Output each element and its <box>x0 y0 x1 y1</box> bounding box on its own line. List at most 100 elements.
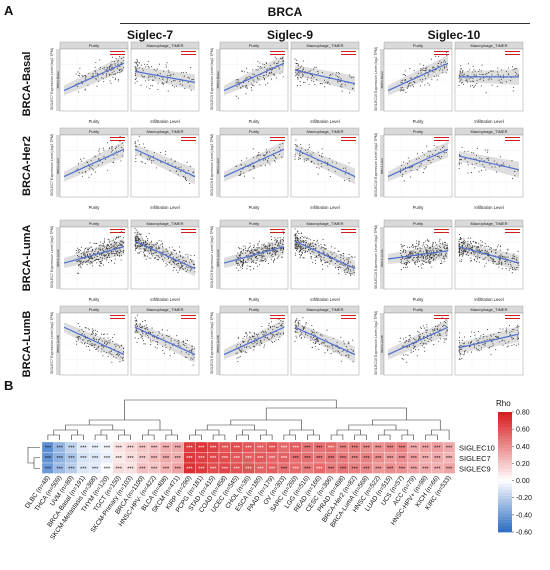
regression-line <box>294 240 356 270</box>
scatter-point <box>433 145 435 147</box>
scatter-point <box>458 240 460 242</box>
p-annotation <box>110 140 125 141</box>
scatter-point <box>237 81 239 83</box>
regression-line <box>223 62 285 92</box>
scatter-point <box>412 344 414 346</box>
scatter-point <box>497 263 499 265</box>
scatter-point <box>193 171 195 173</box>
scatter-block: SIGLEC7 Expression Level (log2 TPM) BRCA-… <box>50 219 200 302</box>
scatter-point <box>513 256 516 258</box>
scatter-point <box>399 90 401 92</box>
p-annotation <box>505 54 520 55</box>
scatter-point <box>297 238 299 240</box>
scatter-point <box>302 74 304 76</box>
scatter-point <box>506 252 508 254</box>
scatter-point <box>80 160 83 162</box>
scatter-point <box>429 151 431 153</box>
scatter-point <box>294 237 296 239</box>
scatter-point <box>90 246 92 248</box>
scatter-point <box>165 346 167 349</box>
scatter-point <box>410 350 412 352</box>
scatter-point <box>282 332 284 334</box>
scatter-point <box>331 344 333 346</box>
scatter-point <box>247 258 249 260</box>
scatter-point <box>148 252 150 254</box>
scatter-point <box>148 243 151 245</box>
significance-marker: *** <box>363 445 370 451</box>
scatter-point <box>403 161 405 163</box>
scatter-xlabel: Purity <box>413 297 425 302</box>
scatter-point <box>476 340 478 342</box>
significance-marker: *** <box>316 445 323 451</box>
scatter-point <box>263 74 265 77</box>
regression-line <box>387 326 449 356</box>
scatter-point <box>346 266 348 268</box>
scatter-point <box>332 347 334 349</box>
scatter-point <box>299 255 302 257</box>
scatter-point <box>121 345 123 347</box>
scatter-point <box>151 85 154 87</box>
scatter-point <box>116 253 118 255</box>
scatter-point <box>302 240 304 242</box>
scatter-point <box>105 248 107 251</box>
scatter-point <box>113 247 116 249</box>
scatter-point <box>458 161 460 163</box>
scatter-point <box>348 342 350 344</box>
scatter-point <box>192 354 194 356</box>
scatter-point <box>405 336 407 338</box>
scatter-point <box>490 247 492 249</box>
scatter-point <box>426 155 429 157</box>
scatter-point <box>311 332 313 335</box>
dendrogram-branch <box>94 434 108 440</box>
scatter-point <box>92 74 94 76</box>
scatter-point <box>486 338 488 341</box>
scatter-point <box>277 338 280 341</box>
scatter-point <box>305 158 307 160</box>
significance-marker: *** <box>351 466 358 472</box>
scatter-point <box>92 75 94 77</box>
scatter-point <box>137 140 139 142</box>
legend-gradient-step <box>498 487 512 491</box>
scatter-point <box>251 250 253 252</box>
scatter-point <box>152 79 154 81</box>
scatter-point <box>431 336 433 339</box>
scatter-point <box>108 340 110 342</box>
significance-marker: *** <box>316 466 323 472</box>
scatter-point <box>145 248 147 250</box>
scatter-point <box>419 257 421 259</box>
scatter-point <box>84 255 86 257</box>
scatter-point <box>277 63 279 65</box>
scatter-point <box>353 265 355 267</box>
scatter-point <box>273 258 276 260</box>
scatter-point <box>75 73 77 75</box>
scatter-point <box>425 166 427 168</box>
scatter-point <box>445 337 447 339</box>
regression-line <box>458 333 520 349</box>
scatter-point <box>321 263 324 265</box>
scatter-point <box>462 342 464 344</box>
significance-marker: *** <box>174 445 181 451</box>
scatter-point <box>438 334 440 336</box>
scatter-point <box>185 260 187 262</box>
scatter-point <box>87 260 89 262</box>
scatter-point <box>135 62 137 65</box>
scatter-point <box>193 264 196 266</box>
scatter-point <box>414 82 416 84</box>
scatter-point <box>493 249 495 251</box>
scatter-point <box>404 75 407 77</box>
scatter-point <box>337 351 339 353</box>
scatter-point <box>409 253 411 255</box>
scatter-point <box>280 320 282 322</box>
scatter-point <box>145 328 147 330</box>
scatter-point <box>106 344 108 346</box>
scatter-point <box>318 245 320 247</box>
scatter-point <box>245 86 247 88</box>
scatter-point <box>430 338 432 340</box>
scatter-point <box>88 262 90 264</box>
scatter-point <box>273 251 275 253</box>
scatter-point <box>419 247 421 249</box>
scatter-xlabel: Purity <box>89 119 101 124</box>
scatter-point <box>144 320 146 322</box>
scatter-point <box>84 254 86 256</box>
